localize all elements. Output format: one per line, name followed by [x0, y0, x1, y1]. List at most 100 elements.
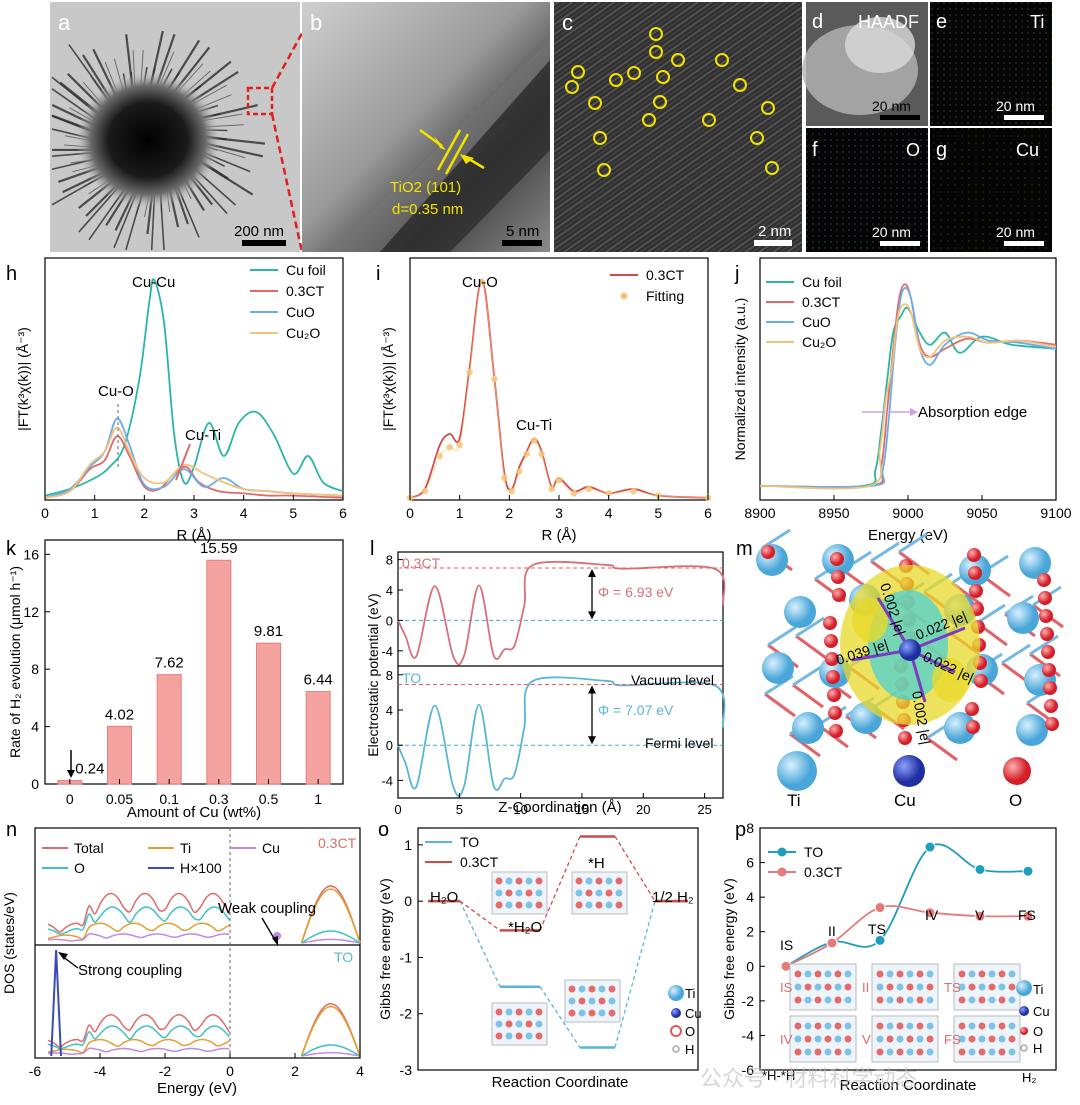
state-point	[874, 934, 886, 946]
state-label: V	[975, 907, 985, 923]
panel-m: m 0.002 |e| 0.022 |e| 0.039 |e| 0.022 |e…	[736, 528, 1064, 810]
x-tick-label: -4	[94, 1063, 107, 1079]
thumb-label: FS	[944, 1032, 961, 1047]
thumb-atom	[988, 1048, 996, 1056]
thumb-atom	[1008, 996, 1016, 1004]
ti-atom	[1019, 547, 1051, 579]
x-tick-label: 4	[356, 1063, 364, 1079]
label-star-h: *H	[588, 855, 605, 872]
thumb-atom	[595, 889, 603, 897]
o-atom	[1041, 645, 1055, 659]
legend-label: H×100	[180, 860, 222, 876]
x-tick-label: 20	[636, 802, 650, 817]
thumb-atom	[978, 983, 986, 991]
o-atom	[968, 566, 982, 580]
thumb-atom	[578, 985, 586, 993]
potential-line	[397, 560, 726, 666]
bar	[305, 691, 331, 785]
thumb-atom	[525, 901, 533, 909]
bar	[206, 559, 232, 785]
thumb-atom	[876, 1048, 884, 1056]
state-point	[974, 910, 986, 922]
thumb-atom	[804, 996, 812, 1004]
plot-j-ticks: 8900 8950 9000 9050 9100	[744, 495, 1072, 521]
thumb-atom	[598, 1009, 606, 1017]
legend-i: 0.3CT Fitting	[610, 267, 685, 304]
thumb-atom	[926, 970, 934, 978]
thumb-atom	[588, 985, 596, 993]
plot-i-lines	[406, 279, 712, 501]
energy-connector	[614, 836, 656, 902]
panel-letter-m: m	[736, 538, 753, 560]
o-atom	[974, 674, 988, 688]
thumb-atom	[824, 1035, 832, 1043]
dos-conduction	[301, 1051, 361, 1057]
legend-marker	[777, 867, 787, 877]
thumb-atom	[926, 983, 934, 991]
y-tick-label: -4	[381, 773, 393, 788]
legend-marker	[620, 292, 628, 300]
ti-atom	[762, 652, 794, 684]
x-tick-label: 0.3	[209, 791, 229, 807]
state-point	[874, 902, 886, 914]
panel-letter-d: d	[812, 11, 823, 33]
zoom-box	[246, 86, 274, 116]
o-atom	[831, 570, 845, 584]
atom-marker	[649, 27, 663, 41]
thumb-atom	[568, 985, 576, 993]
thumb-atom	[804, 1022, 812, 1030]
xlabel-l: Z-Coordination (Å)	[498, 799, 621, 816]
ylabel-j: Normalized intensity (a.u.)	[732, 298, 748, 461]
bar	[256, 642, 281, 785]
p-atom-o: O	[1033, 1024, 1043, 1039]
legend-p: TO 0.3CT	[768, 844, 843, 880]
thumb-label: II	[862, 980, 869, 995]
y-tick-label: 8	[746, 820, 754, 836]
o-atom	[1039, 609, 1053, 623]
thumb-atom	[595, 877, 603, 885]
atom-marker	[649, 45, 663, 59]
thumb-atom	[824, 970, 832, 978]
dos-conduction	[301, 930, 361, 944]
thumb-atom	[876, 996, 884, 1004]
vacuum-level-label: Vacuum level	[631, 672, 714, 688]
plot-p-lines: IS II TS IV V FS	[780, 841, 1036, 972]
thumb-atom	[896, 1022, 904, 1030]
legend-label: TO	[460, 834, 479, 850]
thumb-atom	[794, 970, 802, 978]
thumb-atom	[525, 1032, 533, 1040]
ti-atom	[1016, 714, 1048, 746]
tag-o: O	[906, 140, 920, 160]
scale-text-a: 200 nm	[234, 223, 284, 240]
o-atom	[1040, 627, 1054, 641]
o-atom	[827, 688, 841, 702]
dos-valence	[47, 1047, 230, 1056]
dos-conduction	[300, 1005, 361, 1057]
y-tick-label: 1	[404, 837, 412, 853]
thumb-atom	[585, 889, 593, 897]
x-tick-label: 3	[555, 505, 563, 521]
y-tick-label: -2	[742, 993, 755, 1009]
plot-o-ticks: 1 0 -1 -2 -3	[400, 837, 423, 1078]
panel-letter-b: b	[310, 10, 322, 35]
plot-k-bars: 0.24 4.02 7.62 15.59 9.81 6.44	[57, 540, 333, 785]
panel-letter-p: p	[735, 819, 746, 841]
thumb-atom	[876, 970, 884, 978]
thumb-atom	[525, 1020, 533, 1028]
y-tick-label: 8	[386, 553, 393, 568]
atom-marker	[593, 131, 607, 145]
panel-e: e Ti 20 nm	[930, 2, 1052, 126]
thumb-atom	[906, 1035, 914, 1043]
bond	[976, 603, 1006, 625]
thumb-atom	[906, 970, 914, 978]
thumb-atom	[824, 996, 832, 1004]
energy-connector	[539, 986, 581, 1048]
thumb-atom	[988, 983, 996, 991]
thumb-atom	[998, 983, 1006, 991]
nanoflower-core	[76, 72, 220, 208]
thumb-atom	[605, 901, 613, 909]
x-tick-label: 1	[91, 505, 99, 521]
tag-n-to: TO	[334, 949, 353, 965]
atom-marker	[765, 161, 779, 175]
